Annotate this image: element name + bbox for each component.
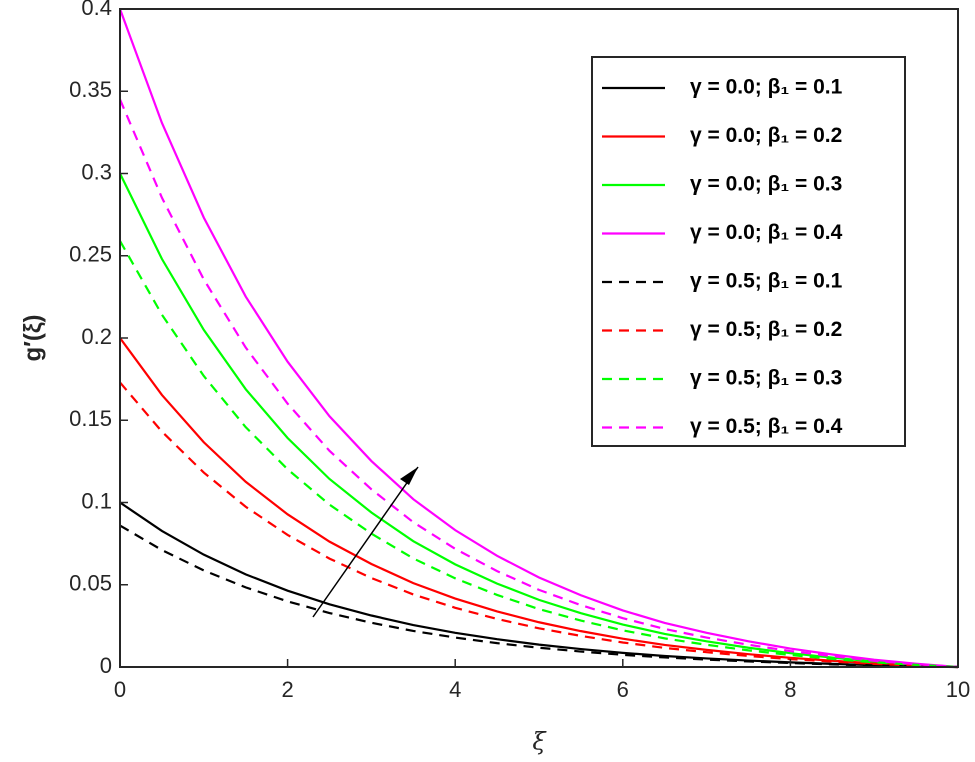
- x-tick-label: 2: [281, 677, 293, 702]
- x-tick-label: 0: [114, 677, 126, 702]
- y-tick-label: 0.2: [81, 324, 112, 349]
- legend-label: γ = 0.5; β₁ = 0.4: [690, 415, 843, 438]
- series-line: [119, 501, 959, 669]
- series-line: [118, 8, 959, 669]
- y-tick-label: 0: [100, 653, 112, 678]
- y-tick-label: 0.4: [81, 0, 112, 20]
- arrow-head: [400, 467, 418, 485]
- legend-label: γ = 0.5; β₁ = 0.2: [690, 318, 842, 341]
- legend-label: γ = 0.0; β₁ = 0.2: [690, 124, 842, 147]
- series-line: [119, 524, 959, 669]
- x-tick-label: 4: [449, 677, 461, 702]
- y-axis-label: g′(ξ): [19, 314, 46, 361]
- x-tick-label: 6: [617, 677, 629, 702]
- legend-label: γ = 0.0; β₁ = 0.1: [690, 76, 843, 99]
- legend: γ = 0.0; β₁ = 0.1 γ = 0.0; β₁ = 0.2 γ = 0.…: [591, 56, 906, 447]
- series-line: [118, 99, 959, 669]
- legend-label: γ = 0.5; β₁ = 0.3: [690, 367, 842, 390]
- y-tick-label: 0.3: [81, 159, 112, 184]
- legend-label: γ = 0.5; β₁ = 0.1: [690, 270, 843, 293]
- series-line: [119, 381, 959, 669]
- legend-box: [591, 56, 906, 447]
- y-tick-label: 0.15: [69, 406, 112, 431]
- series-line: [119, 240, 959, 669]
- x-axis-label: ξ: [532, 728, 547, 756]
- y-tick-label: 0.25: [69, 242, 112, 267]
- y-tick-label: 0.35: [69, 77, 112, 102]
- trend-arrow: [312, 466, 419, 618]
- series-line: [119, 337, 959, 669]
- legend-label: γ = 0.0; β₁ = 0.4: [690, 221, 843, 244]
- legend-label: γ = 0.0; β₁ = 0.3: [690, 173, 842, 196]
- y-tick-label: 0.05: [69, 571, 112, 596]
- y-tick-label: 0.1: [81, 488, 112, 513]
- x-tick-label: 8: [784, 677, 796, 702]
- series-line: [119, 173, 959, 669]
- x-tick-label: 10: [946, 677, 970, 702]
- plot-area: [118, 8, 959, 669]
